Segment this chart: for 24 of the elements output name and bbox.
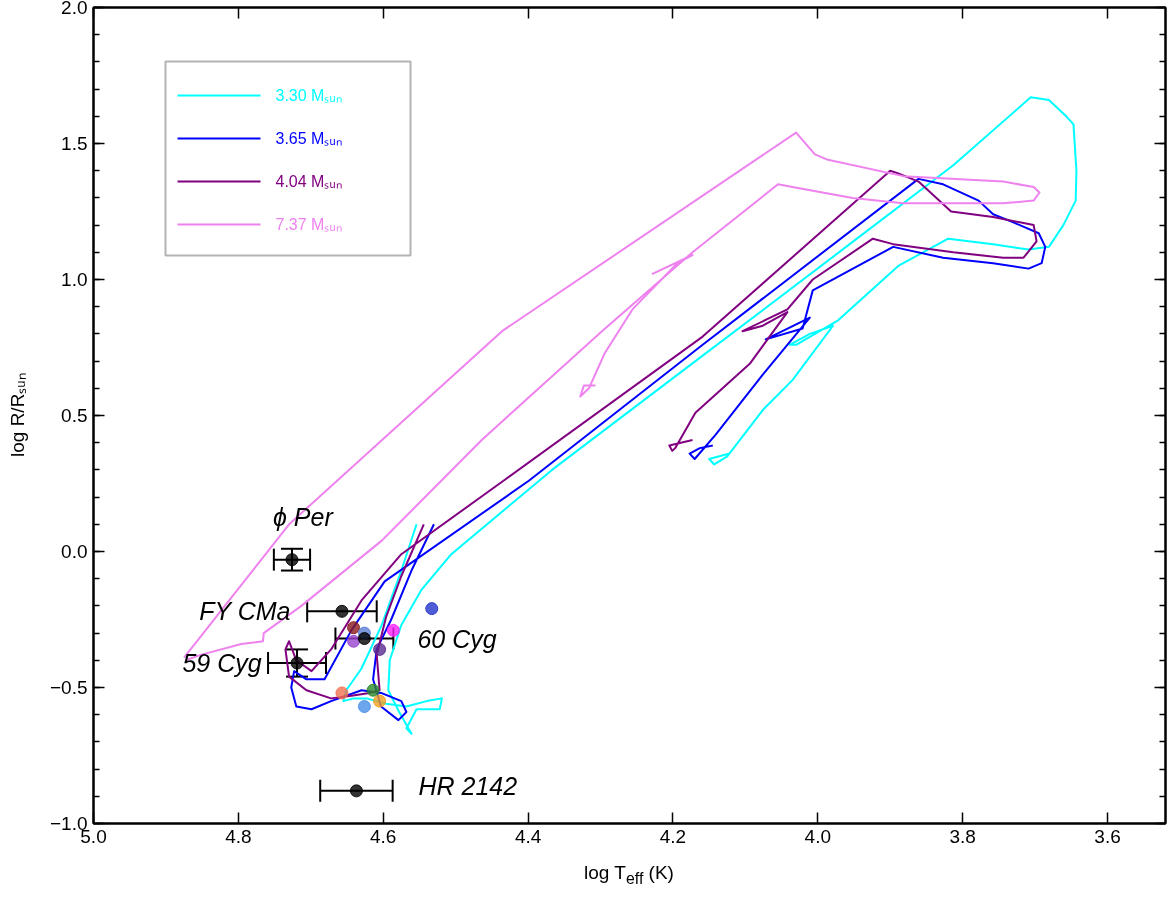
y-tick-label: 0.5 — [61, 405, 88, 426]
x-tick-label: 4.2 — [659, 825, 687, 847]
y-tick-label: 1.0 — [61, 269, 88, 290]
text: 3.65 Mₛᵤₙ — [275, 130, 342, 147]
x-tick-label: 3.6 — [1094, 825, 1121, 847]
text: 4.04 Mₛᵤₙ — [275, 173, 342, 190]
y-tick-label: −0.5 — [49, 677, 88, 698]
text: 3.30 Mₛᵤₙ — [275, 87, 342, 104]
x-tick-label: 4.6 — [370, 825, 397, 847]
x-tick-label: 4.4 — [514, 825, 542, 847]
annotation: 60 Cyg — [417, 624, 497, 653]
y-axis-title: log R/Rₛᵤₙ — [6, 371, 29, 460]
x-tick-label: 4.0 — [804, 825, 832, 847]
x-axis-title: log T$_{eff}$ (K) — [583, 861, 675, 889]
x-tick-label: 4.8 — [225, 825, 252, 847]
annotation: ϕ Per — [272, 502, 335, 531]
annotation: FY CMa — [199, 597, 291, 626]
y-tick-label: 2.0 — [61, 0, 88, 18]
y-tick-label: 1.5 — [61, 133, 88, 154]
text: 7.37 Mₛᵤₙ — [275, 216, 342, 233]
annotation: 59 Cyg — [182, 649, 262, 678]
y-tick-label: 0.0 — [61, 541, 88, 562]
annotation: HR 2142 — [418, 771, 518, 800]
x-tick-label: 3.8 — [949, 825, 976, 847]
